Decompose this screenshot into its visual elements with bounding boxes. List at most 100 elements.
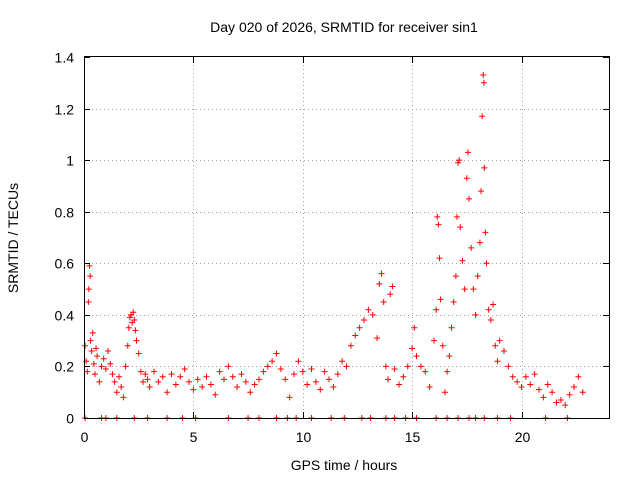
data-point <box>480 72 487 79</box>
data-point <box>487 317 494 324</box>
data-point <box>286 394 293 401</box>
data-point <box>94 353 101 360</box>
data-point <box>207 381 214 388</box>
data-point <box>251 381 258 388</box>
data-point <box>455 159 462 166</box>
data-point <box>485 306 492 313</box>
data-point <box>124 342 131 349</box>
data-point <box>382 363 389 370</box>
data-point <box>483 260 490 267</box>
data-point <box>131 317 138 324</box>
grid-lines <box>84 57 609 418</box>
data-point <box>378 270 385 277</box>
data-point <box>85 286 92 293</box>
y-tick-label: 0.8 <box>55 205 75 221</box>
data-point <box>441 389 448 396</box>
data-point <box>374 335 381 342</box>
data-point <box>450 298 457 305</box>
data-point <box>557 396 564 403</box>
y-tick-label: 0.6 <box>55 256 75 272</box>
data-point <box>339 358 346 365</box>
data-point <box>453 213 460 220</box>
x-tick-label: 15 <box>405 429 421 445</box>
data-point <box>562 402 569 409</box>
data-point <box>417 363 424 370</box>
data-point <box>387 291 394 298</box>
data-point <box>536 386 542 393</box>
data-point <box>437 296 444 303</box>
data-point <box>84 368 91 375</box>
data-point <box>481 164 488 171</box>
axis-ticks <box>84 57 609 419</box>
data-point <box>256 376 262 383</box>
data-point <box>229 373 236 380</box>
data-point <box>369 311 376 318</box>
data-point <box>140 378 147 385</box>
data-point <box>317 386 324 393</box>
data-point <box>238 371 245 378</box>
data-point <box>361 317 367 324</box>
data-point <box>396 381 402 388</box>
data-point <box>470 286 477 293</box>
data-point <box>385 376 392 383</box>
data-point <box>505 363 512 370</box>
data-point <box>102 366 109 373</box>
chart-title: Day 020 of 2026, SRMTID for receiver sin… <box>210 19 478 35</box>
data-point <box>98 363 105 370</box>
data-point <box>452 273 459 280</box>
x-tick-label: 20 <box>515 429 531 445</box>
data-point <box>571 384 577 391</box>
data-point <box>264 363 271 370</box>
data-point <box>404 363 411 370</box>
data-point <box>444 368 451 375</box>
data-point <box>111 378 118 385</box>
data-point <box>330 384 337 391</box>
data-point <box>474 273 481 280</box>
data-point <box>464 149 471 156</box>
data-point <box>347 342 354 349</box>
data-point <box>120 394 127 401</box>
data-point <box>168 371 175 378</box>
data-point <box>144 376 151 383</box>
data-point <box>155 378 162 385</box>
data-point <box>304 381 311 388</box>
data-point <box>194 376 201 383</box>
data-point <box>242 378 249 385</box>
plot-frame <box>84 56 610 419</box>
data-point <box>107 360 114 367</box>
data-point <box>93 345 100 352</box>
data-point <box>343 363 350 370</box>
data-point <box>482 229 489 236</box>
data-point <box>478 188 485 195</box>
data-point <box>85 298 92 305</box>
data-point <box>509 373 516 380</box>
data-point <box>480 79 487 86</box>
data-point <box>356 324 363 331</box>
x-tick-label: 5 <box>190 429 198 445</box>
data-point <box>291 371 297 378</box>
data-point <box>466 195 472 202</box>
data-point <box>518 384 525 391</box>
y-tick-label: 1.2 <box>55 102 75 118</box>
data-point <box>159 373 166 380</box>
data-point <box>88 347 95 354</box>
data-point <box>540 394 547 401</box>
y-tick-label: 0.2 <box>55 359 75 375</box>
data-point <box>146 384 153 391</box>
data-point <box>125 324 132 331</box>
data-point <box>308 366 315 373</box>
data-point <box>435 221 442 228</box>
data-point <box>413 353 420 360</box>
data-point <box>151 368 157 375</box>
data-point <box>459 257 466 264</box>
y-tick-label: 0 <box>66 411 74 427</box>
y-axis-label: SRMTID / TECUs <box>5 183 21 293</box>
data-point <box>216 368 223 375</box>
data-point <box>164 389 171 396</box>
data-point <box>130 309 137 316</box>
data-point <box>334 371 341 378</box>
data-point <box>91 371 98 378</box>
data-point <box>579 389 586 396</box>
data-point <box>90 360 97 367</box>
data-point <box>400 373 407 380</box>
